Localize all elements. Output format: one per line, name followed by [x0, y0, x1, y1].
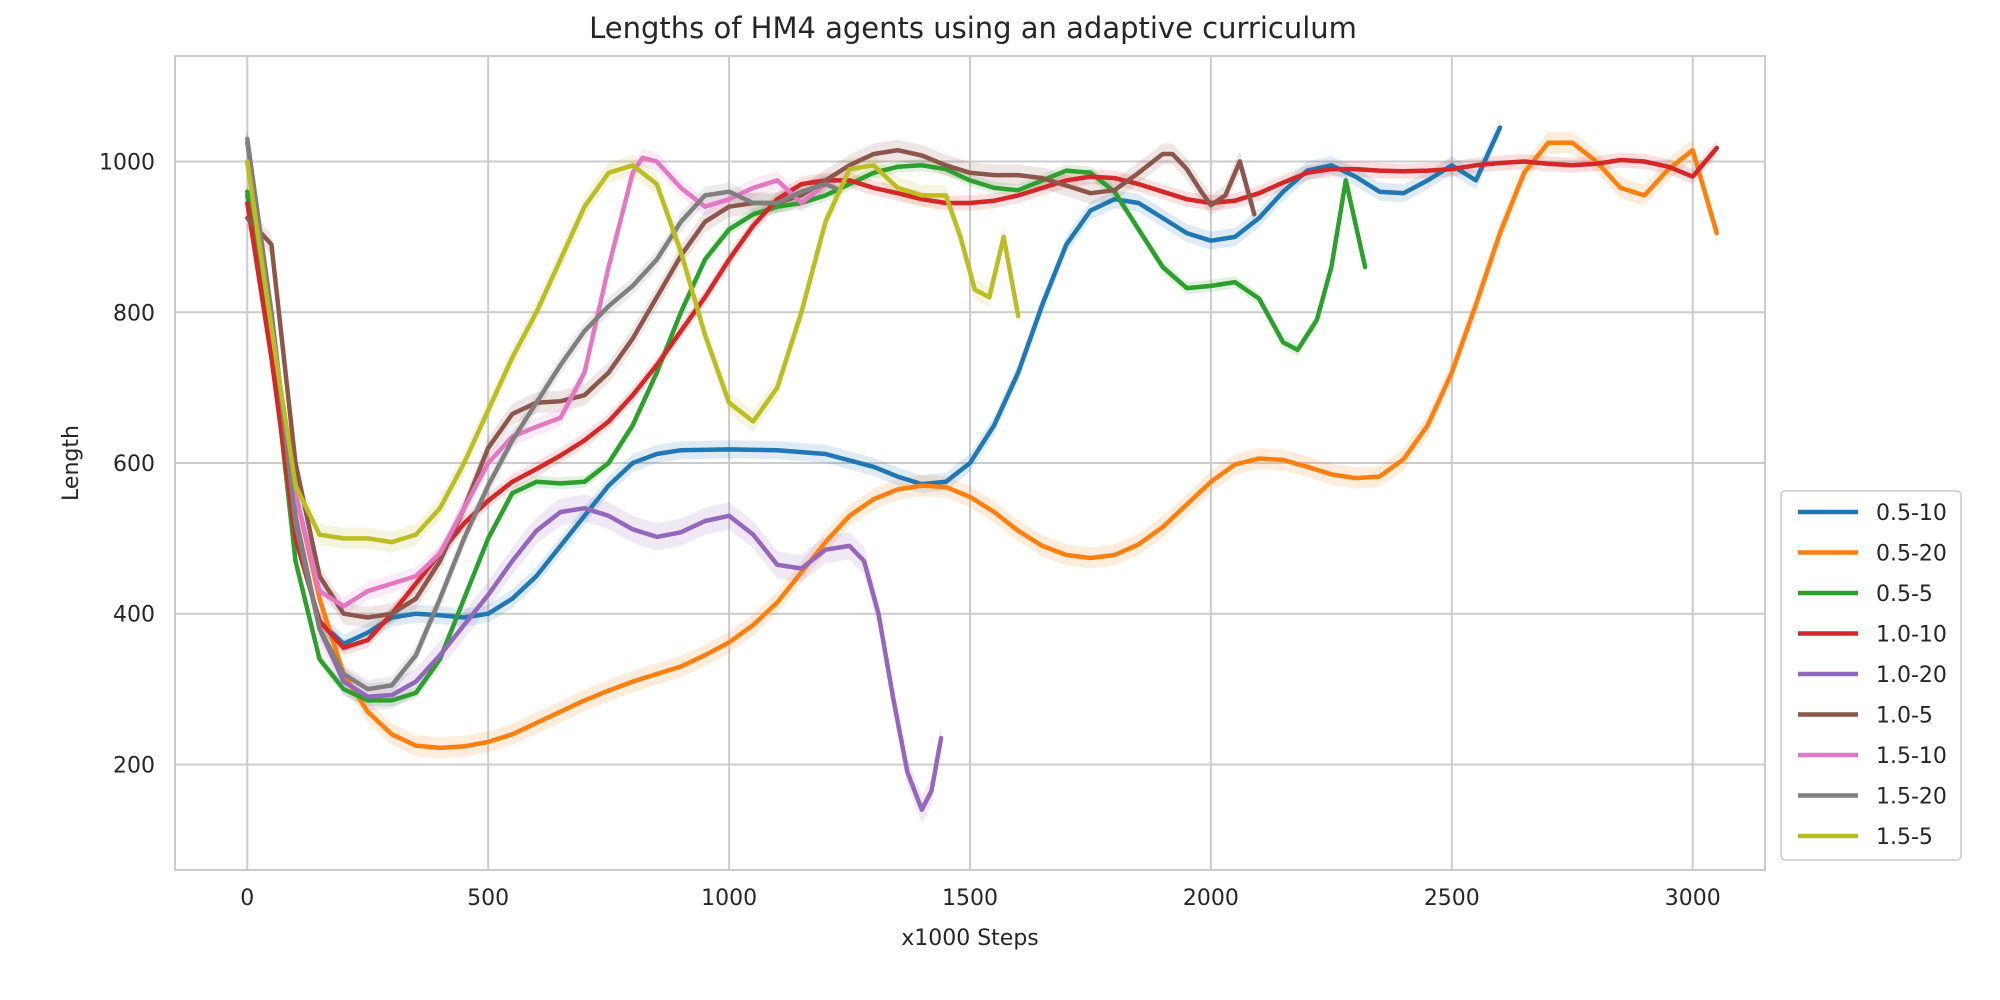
y-tick-label: 600	[113, 452, 155, 477]
legend-entry: 1.0-5	[1798, 704, 1933, 729]
legend-entry: 0.5-10	[1798, 501, 1947, 526]
chart-title: Lengths of HM4 agents using an adaptive …	[589, 11, 1357, 45]
legend-label: 1.0-5	[1876, 704, 1933, 729]
legend-entry: 1.0-20	[1798, 663, 1947, 688]
series-line-1.0-20	[245, 140, 944, 812]
legend-label: 0.5-20	[1876, 542, 1947, 567]
legend-label: 1.0-10	[1876, 623, 1947, 648]
legend-label: 0.5-5	[1876, 582, 1933, 607]
series-lines	[245, 125, 1720, 812]
x-tick-label: 1000	[701, 886, 757, 911]
series-line-1.5-5	[245, 159, 1021, 545]
legend-entry: 1.0-10	[1798, 623, 1947, 648]
y-axis-label: Length	[59, 425, 84, 501]
legend-entry: 0.5-5	[1798, 582, 1933, 607]
x-tick-label: 2000	[1183, 886, 1239, 911]
y-tick-label: 200	[113, 753, 155, 778]
legend: 0.5-10 0.5-20 0.5-5 1.0-10 1.0-20 1.0-5 1.5-10…	[1780, 490, 1962, 861]
legend-entry: 1.5-5	[1798, 825, 1933, 850]
y-tick-label: 400	[113, 603, 155, 628]
x-tick-label: 500	[467, 886, 509, 911]
x-tick-label: 3000	[1665, 886, 1721, 911]
x-tick-label: 2500	[1424, 886, 1480, 911]
series-line-0.5-20	[245, 140, 1720, 751]
series-line-1.5-20	[245, 136, 838, 692]
series-line-1.5-10	[245, 155, 828, 609]
legend-entry: 1.5-10	[1798, 744, 1947, 769]
x-tick-label: 1500	[942, 886, 998, 911]
legend-label: 1.5-10	[1876, 744, 1947, 769]
confidence-bands	[247, 118, 1717, 824]
x-tick-labels: 0 500 1000 1500 2000 2500 3000	[240, 886, 1720, 911]
y-tick-label: 800	[113, 301, 155, 326]
legend-entry: 1.5-20	[1798, 785, 1947, 810]
y-tick-label: 1000	[99, 151, 155, 176]
legend-label: 1.5-20	[1876, 785, 1947, 810]
legend-label: 0.5-10	[1876, 501, 1947, 526]
x-tick-label: 0	[240, 886, 254, 911]
legend-label: 1.0-20	[1876, 663, 1947, 688]
confidence-band-1.5-5	[247, 151, 1019, 553]
plot-frame	[174, 55, 1766, 871]
legend-label: 1.5-5	[1876, 825, 1933, 850]
legend-entry: 0.5-20	[1798, 542, 1947, 567]
series-line-1.0-10	[245, 145, 1720, 650]
series-line-0.5-5	[245, 163, 1368, 703]
x-axis-label: x1000 Steps	[901, 926, 1039, 951]
y-tick-labels: 200 400 600 800 1000	[99, 151, 155, 779]
confidence-band-1.0-10	[247, 140, 1717, 656]
legend-box	[1780, 490, 1962, 861]
